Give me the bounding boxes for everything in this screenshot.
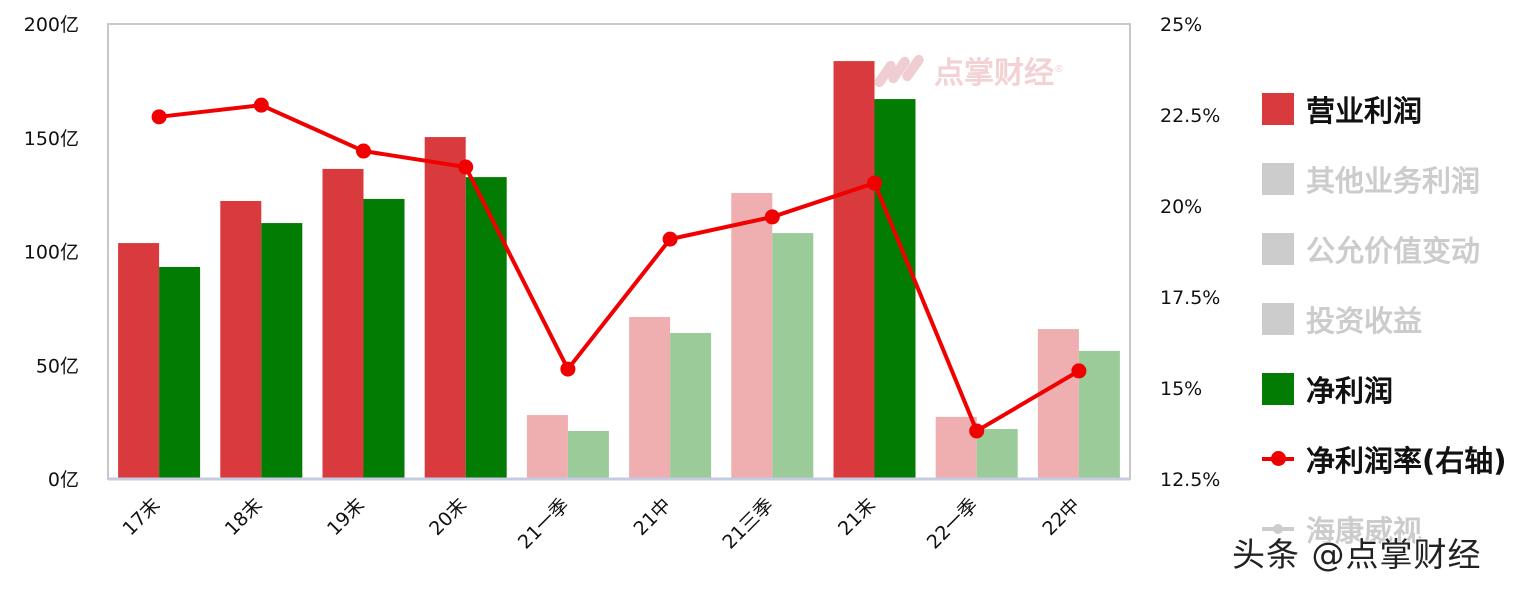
x-axis-tick-label: 18末 (221, 494, 267, 540)
right-axis-tick-label: 22.5% (1160, 105, 1220, 127)
right-axis-ticks: 12.5% 15% 17.5% 20% 22.5% 25% (1160, 14, 1220, 491)
legend-item[interactable]: 营业利润 (1262, 74, 1507, 144)
x-axis-tick-label: 22中 (1038, 494, 1084, 540)
x-axis-tick-label: 21一季 (514, 494, 574, 554)
legend-line-marker-icon (1262, 513, 1294, 545)
x-axis-tick-label: 21中 (630, 494, 676, 540)
legend-line-marker-icon (1262, 443, 1294, 475)
legend-label: 净利润率(右轴) (1306, 444, 1507, 478)
x-axis-tick-label: 17末 (119, 494, 165, 540)
operating-profit-bar[interactable] (220, 200, 262, 479)
operating-profit-bar[interactable] (833, 61, 875, 480)
net-margin-point[interactable] (1071, 363, 1087, 379)
legend-label: 投资收益 (1306, 304, 1423, 338)
net-margin-point[interactable] (867, 175, 882, 191)
left-axis-tick-label: 150亿 (24, 128, 79, 150)
legend-item[interactable]: 其他业务利润 (1262, 144, 1507, 214)
operating-profit-bar[interactable] (322, 168, 364, 480)
net-profit-bar[interactable] (159, 266, 201, 479)
legend-swatch-icon (1262, 303, 1294, 335)
net-margin-point[interactable] (151, 109, 167, 125)
bar-series-group (118, 61, 1120, 480)
legend-item[interactable]: 海康威视 (1262, 494, 1507, 564)
operating-profit-bar[interactable] (424, 137, 466, 479)
net-margin-point[interactable] (560, 361, 576, 377)
net-profit-bar[interactable] (261, 223, 303, 479)
x-axis-tick-label: 22一季 (923, 494, 983, 554)
chart-legend: 营业利润其他业务利润 公允价值变动 投资收益净利润净利润率(右轴) 海康威视 (1262, 74, 1507, 564)
net-margin-line (158, 103, 1080, 433)
legend-swatch-icon (1262, 163, 1294, 195)
right-axis-tick-label: 15% (1160, 378, 1202, 400)
legend-label: 其他业务利润 (1306, 164, 1481, 198)
legend-label: 净利润 (1306, 374, 1394, 408)
legend-label: 海康威视 (1306, 514, 1423, 548)
net-margin-point[interactable] (969, 423, 985, 439)
left-axis-tick-label: 200亿 (24, 14, 79, 36)
x-axis-tick-label: 21三季 (718, 494, 778, 554)
x-axis-tick-label: 19末 (323, 494, 369, 540)
right-axis-tick-label: 20% (1160, 196, 1202, 218)
legend-item[interactable]: 净利润率(右轴) (1262, 424, 1507, 494)
left-axis-tick-label: 50亿 (36, 355, 79, 377)
operating-profit-bar[interactable] (526, 415, 568, 479)
legend-item[interactable]: 投资收益 (1262, 284, 1507, 354)
operating-profit-bar[interactable] (731, 193, 773, 479)
registered-mark: ® (1054, 64, 1064, 75)
legend-swatch-icon (1262, 93, 1294, 125)
net-profit-bar[interactable] (567, 430, 609, 479)
legend-label: 公允价值变动 (1306, 234, 1481, 268)
brand-watermark-text: 点掌财经 (934, 56, 1054, 91)
operating-profit-bar[interactable] (118, 243, 160, 479)
source-watermark: 头条 @点掌财经 (1232, 535, 1482, 574)
net-profit-bar[interactable] (670, 332, 712, 479)
operating-profit-bar[interactable] (935, 416, 977, 479)
net-margin-point[interactable] (764, 209, 780, 225)
net-margin-point[interactable] (458, 159, 474, 175)
x-axis-tick-label: 21末 (834, 494, 880, 540)
net-profit-bar[interactable] (976, 428, 1018, 479)
left-axis-tick-label: 100亿 (24, 242, 79, 264)
x-axis-ticks: 17末 18末 19末 20末 21一季 21中 21三季 21末 22一季 22中 (119, 494, 1085, 554)
net-margin-point[interactable] (356, 143, 371, 159)
net-profit-bar[interactable] (772, 233, 814, 479)
x-axis-tick-label: 20末 (425, 494, 471, 540)
net-margin-point[interactable] (662, 231, 678, 247)
right-axis-tick-label: 12.5% (1160, 469, 1220, 491)
operating-profit-bar[interactable] (1037, 329, 1079, 479)
legend-label: 营业利润 (1306, 94, 1423, 128)
right-axis-tick-label: 17.5% (1160, 287, 1220, 309)
legend-swatch-icon (1262, 233, 1294, 265)
legend-item[interactable]: 净利润 (1262, 354, 1507, 424)
brand-watermark: 点掌财经® (870, 48, 1064, 95)
operating-profit-bar[interactable] (629, 317, 671, 479)
net-margin-point[interactable] (253, 97, 269, 113)
net-profit-bar[interactable] (874, 99, 916, 479)
legend-item[interactable]: 公允价值变动 (1262, 214, 1507, 284)
net-profit-bar[interactable] (363, 198, 405, 479)
net-margin-line-series (151, 97, 1087, 439)
left-axis-ticks: 0亿 50亿 100亿 150亿 200亿 (24, 14, 79, 491)
left-axis-tick-label: 0亿 (48, 469, 79, 491)
right-axis-tick-label: 25% (1160, 14, 1202, 36)
brand-logo-icon (870, 52, 930, 95)
net-profit-bar[interactable] (465, 177, 507, 480)
legend-swatch-icon (1262, 373, 1294, 405)
